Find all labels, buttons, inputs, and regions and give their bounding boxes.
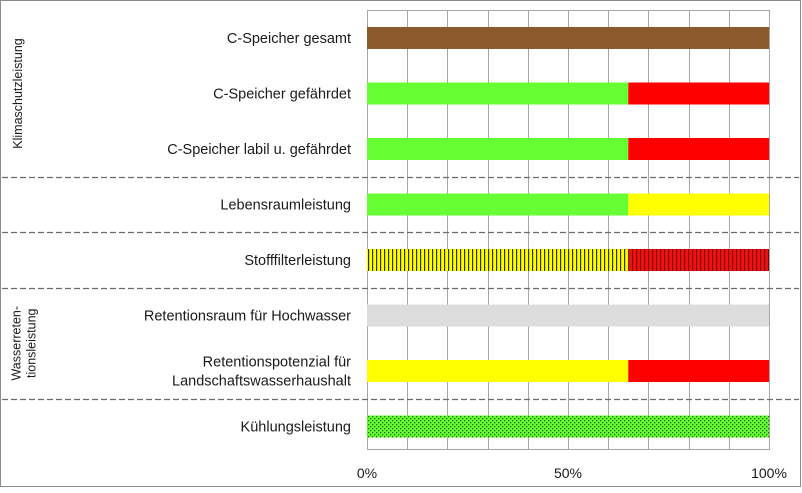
category-label: Kühlungsleistung xyxy=(241,420,351,436)
bar-segment-row1-part1 xyxy=(367,27,769,49)
x-tick-label: 100% xyxy=(751,465,787,481)
bar-segment-row2-part2 xyxy=(628,82,769,105)
bar-segment-row8-part1 xyxy=(367,415,769,438)
bar-segment-row4-part1 xyxy=(367,193,629,216)
bar-segment-row3-part2 xyxy=(628,138,769,160)
group-label: Wasserreten-tionsleistung xyxy=(10,306,39,381)
category-label: Retentionspotenzial für Landschaftswasser… xyxy=(172,355,351,390)
x-tick-label: 50% xyxy=(554,465,582,481)
bar-segment-row6-part1 xyxy=(367,304,769,327)
bar-segment-row7-part1 xyxy=(367,360,629,382)
category-label: Retentionsraum für Hochwasser xyxy=(144,309,351,325)
bar-segment-row5-part1 xyxy=(367,249,629,271)
bar-segment-row7-part2 xyxy=(628,360,769,382)
group-label: Klimaschutzleistung xyxy=(11,38,25,149)
category-label: C-Speicher gesamt xyxy=(227,31,351,47)
bar-segment-row4-part2 xyxy=(628,193,769,216)
bar-segment-row5-part2 xyxy=(628,249,769,271)
category-label: Stofffilterleistung xyxy=(244,253,351,269)
category-label: Lebensraumleistung xyxy=(220,198,351,214)
bar-segment-row2-part1 xyxy=(367,82,629,105)
x-tick-label: 0% xyxy=(357,465,377,481)
category-label: C-Speicher gefährdet xyxy=(213,87,351,103)
bar-segment-row3-part1 xyxy=(367,138,629,160)
category-label: C-Speicher labil u. gefährdet xyxy=(167,142,351,158)
